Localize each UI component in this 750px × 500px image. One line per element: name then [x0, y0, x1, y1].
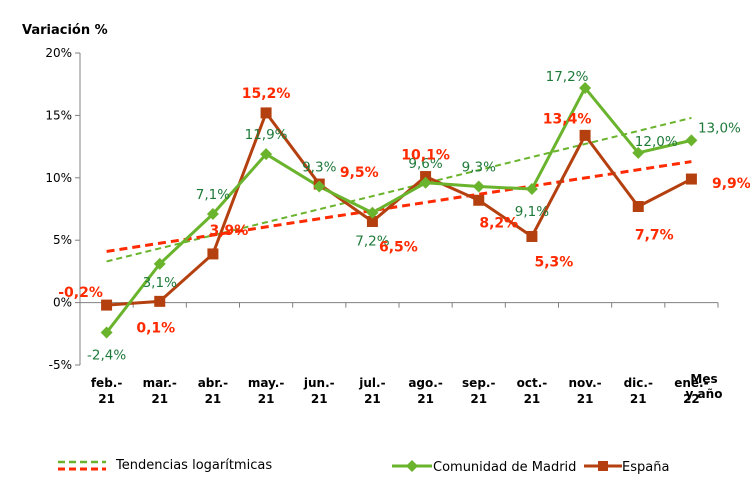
data-label-espana: 6,5% [379, 239, 418, 255]
data-point-madrid [260, 148, 273, 161]
data-label-madrid: 7,1% [196, 187, 230, 203]
x-tick-label: sep.-21 [462, 376, 495, 406]
data-point-madrid [632, 146, 645, 159]
data-label-madrid: -2,4% [87, 348, 126, 364]
legend-madrid-diamond [406, 460, 418, 472]
data-label-madrid: 11,9% [245, 127, 288, 143]
axes: -5% 0% 5% 10% 15% 20% feb.-21 mar.-21 abr.-21 may… [45, 46, 722, 406]
y-tick-label: -5% [49, 358, 72, 372]
series-line-madrid [105, 86, 692, 334]
legend-espana-square [598, 461, 608, 471]
data-label-madrid: 9,3% [462, 160, 496, 176]
data-labels: -2,4% 3,1% 7,1% 11,9% 9,3% 7,2% 9,6% 9,3% 9,1% 17… [58, 69, 750, 364]
data-point-espana [101, 299, 113, 311]
data-label-espana: 8,2% [479, 215, 518, 231]
y-axis-title: Variación % [22, 23, 108, 38]
y-tick-label: 5% [53, 233, 72, 247]
data-label-espana: 0,1% [136, 320, 175, 336]
data-point-espana [207, 248, 219, 260]
trendlines [106, 116, 692, 263]
data-label-madrid: 9,3% [302, 160, 336, 176]
series-line-espana [106, 111, 693, 307]
y-tick-label: 20% [45, 46, 72, 60]
x-tick-label: jun.-21 [303, 376, 335, 406]
data-label-espana: 15,2% [242, 86, 291, 102]
data-point-madrid [472, 180, 485, 193]
x-tick-label: feb.-21 [91, 376, 123, 406]
x-tick-label: jul.-21 [358, 376, 385, 406]
data-label-espana: 7,7% [635, 228, 674, 244]
trendline-espana [106, 160, 692, 253]
series-lines [105, 86, 693, 334]
y-tick-label: 15% [45, 108, 72, 122]
data-label-madrid: 9,6% [408, 156, 442, 172]
legend-item-trendlines: Tendencias logarítmicas [58, 458, 272, 473]
data-point-espana [685, 173, 697, 185]
data-point-madrid [685, 134, 698, 147]
x-tick-label: ene.-22 [674, 376, 708, 406]
data-point-espana [632, 201, 644, 213]
data-label-madrid: 17,2% [546, 69, 589, 85]
legend-item-madrid: Comunidad de Madrid [392, 460, 576, 475]
data-point-espana [526, 230, 538, 242]
data-point-madrid [153, 257, 166, 270]
x-tick-label: mar.-21 [143, 376, 177, 406]
series-markers [100, 81, 698, 339]
legend-trend-label: Tendencias logarítmicas [115, 458, 272, 473]
legend: Tendencias logarítmicas Comunidad de Mad… [58, 458, 669, 475]
data-point-espana [579, 129, 591, 141]
data-point-madrid [419, 176, 432, 189]
x-tick-label: oct.-21 [517, 376, 548, 406]
x-tick-label: may.-21 [248, 376, 285, 406]
legend-item-espana: España [584, 460, 669, 475]
x-tick-label: ago.-21 [408, 376, 442, 406]
data-point-espana [420, 171, 432, 183]
data-label-espana: 5,3% [535, 254, 574, 270]
data-label-espana: 9,5% [340, 165, 379, 181]
data-point-madrid [579, 81, 592, 94]
data-label-madrid: 12,0% [635, 134, 678, 150]
data-label-madrid: 3,1% [143, 275, 177, 291]
data-label-espana: 9,9% [712, 176, 750, 192]
data-point-espana [154, 295, 166, 307]
data-point-madrid [206, 207, 219, 220]
data-label-madrid: 7,2% [355, 234, 389, 250]
data-point-madrid [313, 180, 326, 193]
data-label-espana: 13,4% [543, 111, 592, 127]
data-label-madrid: 13,0% [698, 120, 741, 136]
x-tick-label: abr.-21 [198, 376, 228, 406]
legend-madrid-label: Comunidad de Madrid [433, 460, 576, 475]
data-point-madrid [525, 183, 538, 196]
data-label-espana: 3,9% [210, 223, 249, 239]
data-point-madrid [100, 326, 113, 339]
x-tick-label: nov.-21 [568, 376, 601, 406]
x-axis-title: Mes y año [686, 372, 723, 401]
y-tick-label: 10% [45, 171, 72, 185]
data-label-espana: -0,2% [58, 285, 103, 301]
legend-espana-label: España [622, 460, 669, 475]
x-tick-label: dic.-21 [624, 376, 653, 406]
data-point-espana [366, 215, 378, 227]
data-label-espana: 10,1% [401, 148, 450, 164]
data-point-espana [473, 194, 485, 206]
data-label-madrid: 9,1% [515, 204, 549, 220]
data-point-espana [260, 107, 272, 119]
y-tick-label: 0% [53, 296, 72, 310]
data-point-madrid [366, 206, 379, 219]
